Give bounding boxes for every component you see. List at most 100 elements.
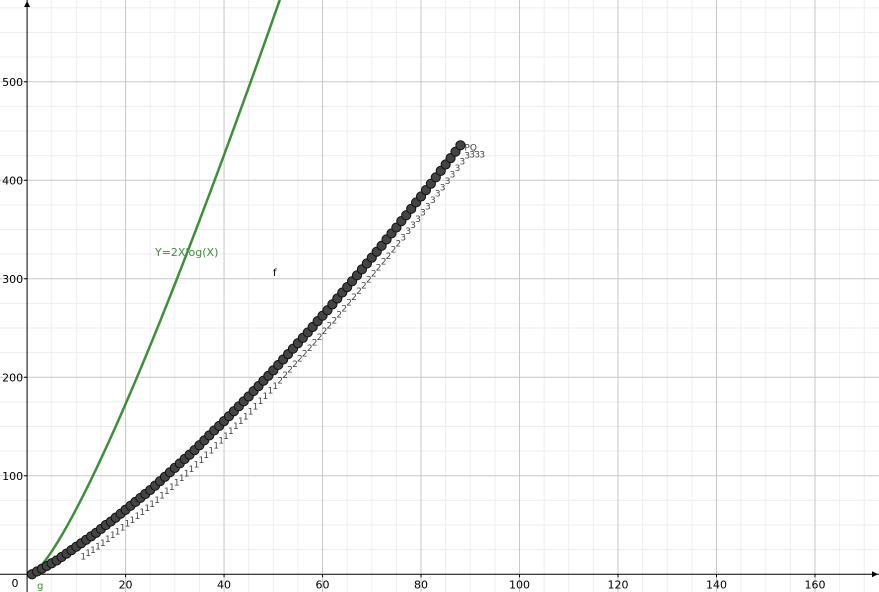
point-label: 3 <box>425 203 431 213</box>
point-label: 1 <box>134 512 140 522</box>
data-point <box>455 140 466 151</box>
point-label: 1 <box>267 387 273 397</box>
point-label: 1 <box>174 478 180 488</box>
x-tick-label: 160 <box>804 578 825 591</box>
point-label: 3 <box>415 215 421 225</box>
point-label: 2 <box>292 360 298 370</box>
point-label: 2 <box>346 299 352 309</box>
point-label: 1 <box>164 487 170 497</box>
point-label: 3 <box>420 208 426 218</box>
point-label: 3 <box>430 196 436 206</box>
point-labels: 1 1 1 1 1 1 1 1 1 1 1 1 1 1 1 1 1 1 1 1 1 1 1 1 1 1 1 1 1 1 1 1 1 1 1 11 11 1… <box>80 151 470 562</box>
point-label: 3 <box>445 177 451 187</box>
point-label: 1 <box>228 427 234 437</box>
point-label: 1 <box>208 446 214 456</box>
scatter-points <box>26 140 466 580</box>
point-label: 1 <box>243 412 249 422</box>
point-label: 3 <box>405 227 411 237</box>
point-label: 2 <box>297 355 303 365</box>
point-label: 3 <box>435 190 441 200</box>
point-label: 2 <box>351 293 357 303</box>
point-label: 1 <box>253 402 259 412</box>
y-tick-label: 100 <box>2 470 23 483</box>
point-label: 2 <box>361 281 367 291</box>
x-tick-label: 120 <box>608 578 629 591</box>
point-label: 1 <box>258 397 264 407</box>
point-label: 1 <box>238 417 244 427</box>
point-label: 3 <box>464 151 470 161</box>
point-label: 2 <box>327 322 333 332</box>
point-label: 1 <box>213 441 219 451</box>
point-label: 1 <box>154 496 160 506</box>
x-tick-label: 140 <box>706 578 727 591</box>
point-label: 2 <box>341 304 347 314</box>
curve-y-2xlogx[interactable] <box>31 0 396 576</box>
origin-label: 0 <box>12 577 19 590</box>
point-label: 1 <box>144 504 150 514</box>
point-label: 2 <box>282 371 288 381</box>
point-label: 2 <box>366 275 372 285</box>
g-label: g <box>37 581 43 592</box>
point-label: 1 <box>120 524 126 534</box>
y-tick-label: 400 <box>2 174 23 187</box>
point-label: 1 <box>169 483 175 493</box>
top-label: 3 <box>469 150 475 160</box>
y-tick-label: 200 <box>2 371 23 384</box>
point-label: 1 <box>199 456 205 466</box>
x-tick-labels: 20 40 60 80 100 120 140 160 <box>119 574 825 591</box>
point-label: 2 <box>277 376 283 386</box>
point-label: 1 <box>189 465 195 475</box>
point-label: 2 <box>376 264 382 274</box>
point-label: 2 <box>356 287 362 297</box>
point-label: 1 <box>179 474 185 484</box>
point-label: 3 <box>460 158 466 168</box>
point-label: 1 <box>130 516 136 526</box>
point-label: 1 <box>203 451 209 461</box>
y-tick-label: 300 <box>2 273 23 286</box>
point-label: 3 <box>400 234 406 244</box>
point-label: 3 <box>450 170 456 180</box>
point-label: 1 <box>233 422 239 432</box>
point-label: 2 <box>317 333 323 343</box>
point-label: 1 <box>100 539 106 549</box>
point-label: 1 <box>105 535 111 545</box>
top-label: PQ <box>464 143 477 153</box>
point-label: 1 <box>125 520 131 530</box>
point-label: 2 <box>381 258 387 268</box>
point-label: 1 <box>184 469 190 479</box>
point-label: 2 <box>391 245 397 255</box>
top-label: 3 <box>479 150 485 160</box>
x-tick-label: 100 <box>509 578 530 591</box>
point-label: 2 <box>386 252 392 262</box>
point-label: 1 <box>194 461 200 471</box>
point-label: 2 <box>331 316 337 326</box>
point-label: 2 <box>312 338 318 348</box>
point-label: 2 <box>371 269 377 279</box>
point-label: 1 <box>149 500 155 510</box>
x-tick-label: 20 <box>119 578 133 591</box>
y-tick-label: 500 <box>2 76 23 89</box>
point-label: 2 <box>322 327 328 337</box>
top-label: 3 <box>474 150 480 160</box>
x-tick-label: 40 <box>217 578 231 591</box>
point-label: 1 <box>80 553 86 563</box>
x-axis-arrow <box>872 571 878 578</box>
point-label: 3 <box>455 164 461 174</box>
y-tick-labels: 100 200 300 400 500 <box>2 76 28 483</box>
top-labels: PQ3 3 3 <box>464 143 485 160</box>
point-label: 2 <box>395 239 401 249</box>
point-label: 1 <box>159 492 165 502</box>
point-label: 2 <box>287 366 293 376</box>
point-label: 3 <box>440 183 446 193</box>
point-label: 1 <box>218 436 224 446</box>
point-label: 2 <box>302 349 308 359</box>
point-label: 1 <box>248 407 254 417</box>
point-label: 1 <box>90 546 96 556</box>
curve-label: Y=2Xlog(X) <box>154 246 218 259</box>
f-label: f <box>273 268 277 279</box>
point-label: 3 <box>410 221 416 231</box>
point-label: 1 <box>272 382 278 392</box>
